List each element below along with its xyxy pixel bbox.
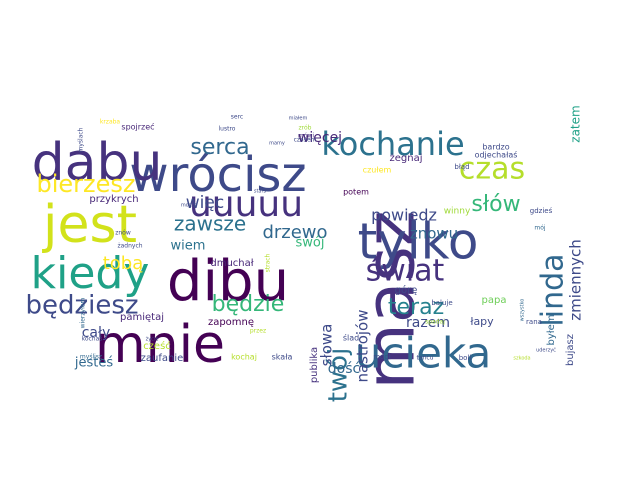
word-serca: serca: [190, 135, 249, 160]
word-wiem: wiem: [171, 239, 206, 254]
word-ucieka: ucieka: [355, 329, 492, 378]
word-rana: rana: [526, 318, 542, 326]
word-czasem: czasem: [294, 137, 317, 144]
word-bedzie: będzie: [212, 292, 285, 317]
word-zaufanie: zaufanie: [141, 353, 184, 364]
word-strach: strach: [265, 253, 272, 272]
word-winny: winny: [444, 207, 471, 217]
word-spojrzec: spojrzeć: [121, 122, 154, 132]
word-lapy: łapy: [470, 315, 494, 328]
word-zawsze: zawsze: [174, 212, 246, 236]
word-boli: boli: [459, 354, 472, 362]
word-serc: serc: [231, 114, 243, 121]
word-zadnych: żadnych: [117, 243, 142, 250]
word-blad: błąd: [454, 163, 469, 171]
word-kiedy: kiedy: [31, 248, 150, 299]
word-slad: ślad: [343, 333, 359, 343]
word-moj: mój: [534, 225, 546, 232]
word-dosc: dość: [328, 361, 360, 377]
word-baluje: baluje: [431, 299, 452, 307]
word-dmuchal: dmuchał: [210, 258, 253, 269]
word-caly: cały: [82, 325, 111, 341]
word-uderzyc: uderzyć: [536, 347, 556, 354]
word-tancu: tańcu: [417, 355, 434, 362]
word-dabu: dabu: [32, 133, 163, 193]
word-slow: słów: [471, 192, 520, 217]
word-przykrych: przykrych: [89, 194, 138, 205]
word-kochaj: kochaj: [231, 353, 257, 362]
word-gdzies: gdzieś: [530, 207, 553, 215]
word-zatem: zatem: [569, 105, 583, 142]
word-masz: masz: [352, 210, 431, 389]
word-przez: przez: [250, 328, 266, 335]
word-mamy: mamy: [269, 141, 285, 147]
word-jestes: jesteś: [74, 356, 113, 371]
word-wszystko: wszystko: [520, 299, 526, 322]
word-teraz: teraz: [388, 295, 444, 320]
word-wierzylem: wierzyłem: [80, 298, 87, 329]
word-moczo: moczo: [181, 203, 197, 209]
word-znowu: znowu: [410, 225, 458, 243]
word-kochas: kochaś: [82, 336, 103, 343]
word-mialem: miałem: [289, 116, 308, 122]
word-jest: jest: [42, 195, 137, 255]
word-dibu: dibu: [167, 249, 289, 314]
word-szkoda: szkoda: [513, 356, 530, 362]
word-publika: publika: [309, 347, 320, 383]
word-myslach: myślach: [78, 127, 85, 152]
word-papa: papa: [482, 295, 507, 306]
word-linda: linda: [536, 253, 571, 326]
word-toba: tobą: [103, 253, 144, 274]
word-zmiennych: zmiennych: [567, 239, 585, 321]
word-mnie: mnie: [95, 315, 225, 375]
word-razem: razem: [406, 315, 450, 331]
word-skala: skała: [272, 353, 293, 362]
word-kochanie: kochanie: [321, 125, 464, 163]
word-wiec: więc: [186, 193, 224, 213]
word-powiedz: powiedz: [371, 206, 437, 225]
word-nastrojow: nastrojów: [354, 309, 372, 382]
word-spadaj: spadaj: [425, 319, 445, 326]
word-potem: potem: [343, 188, 369, 197]
word-stars: stars: [254, 189, 267, 195]
word-zapomne: zapomnę: [208, 317, 254, 328]
word-wiecej: więcej: [298, 130, 342, 146]
word-krzaba: krzaba: [100, 119, 121, 126]
word-zrob: zrób: [299, 125, 312, 132]
word-znow: znów: [115, 230, 131, 237]
word-tylko: tylko: [358, 213, 479, 271]
word-swoj: swój: [296, 236, 325, 251]
word-uuuuu: uuuuu: [189, 184, 303, 225]
word-mowi: mówi: [298, 133, 314, 140]
word-czulem: czułem: [363, 166, 392, 175]
word-swiat: świat: [366, 254, 445, 289]
word-lustro: lustro: [219, 126, 236, 133]
word-czesc: cześć: [143, 340, 171, 352]
word-mogl: mógł: [373, 353, 391, 361]
word-wrocisz: wrócisz: [129, 147, 306, 203]
word-slowa: słowa: [318, 324, 336, 367]
word-twoj: twój: [324, 348, 354, 403]
word-drzewo: drzewo: [262, 222, 327, 243]
word-bardzo: bardzo: [482, 143, 509, 152]
word-pamietaj: pamiętaj: [120, 312, 164, 323]
word-czas: czas: [459, 152, 525, 187]
word-bujasz: bujasz: [565, 334, 576, 366]
word-zycie: życie: [146, 337, 159, 343]
word-myslisz: myślisz: [80, 354, 102, 361]
word-bierzesz: bierzesz: [37, 170, 136, 198]
word-zegnaj: żegnaj: [390, 153, 423, 164]
word-gore: górę: [395, 284, 418, 296]
word-odjechalas: odjechałaś: [475, 150, 518, 160]
word-bylem: byłem: [546, 314, 557, 345]
word-bedziesz: będziesz: [25, 291, 138, 321]
